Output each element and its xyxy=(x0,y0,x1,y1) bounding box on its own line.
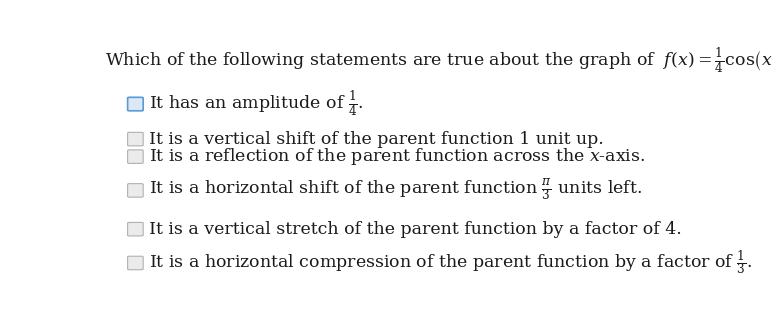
Text: It is a reflection of the parent function across the $x$-axis.: It is a reflection of the parent functio… xyxy=(148,146,645,167)
FancyBboxPatch shape xyxy=(127,150,143,163)
Text: It is a horizontal compression of the parent function by a factor of $\frac{1}{3: It is a horizontal compression of the pa… xyxy=(148,249,752,277)
Text: It is a vertical stretch of the parent function by a factor of 4.: It is a vertical stretch of the parent f… xyxy=(148,221,682,238)
FancyBboxPatch shape xyxy=(127,184,143,197)
Text: Which of the following statements are true about the graph of  $f(x)=\frac{1}{4}: Which of the following statements are tr… xyxy=(106,46,772,76)
FancyBboxPatch shape xyxy=(127,132,143,146)
Text: It is a vertical shift of the parent function 1 unit up.: It is a vertical shift of the parent fun… xyxy=(148,131,603,148)
Text: It is a horizontal shift of the parent function $\frac{\pi}{3}$ units left.: It is a horizontal shift of the parent f… xyxy=(148,178,642,203)
Text: It has an amplitude of $\frac{1}{4}$.: It has an amplitude of $\frac{1}{4}$. xyxy=(148,89,364,119)
FancyBboxPatch shape xyxy=(127,222,143,236)
FancyBboxPatch shape xyxy=(127,256,143,270)
FancyBboxPatch shape xyxy=(127,97,143,111)
